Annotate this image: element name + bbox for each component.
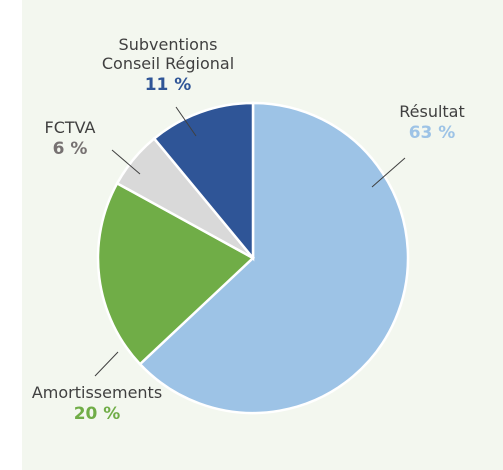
leader-line bbox=[371, 157, 406, 188]
leader-line bbox=[111, 149, 141, 175]
value-label: 63 % bbox=[408, 123, 456, 143]
slice-label: Subventions Conseil Régional 11 % bbox=[88, 35, 248, 95]
pie-slice bbox=[96, 181, 256, 366]
slice-label: Résultat 63 % bbox=[382, 102, 482, 143]
pie-slice bbox=[138, 101, 410, 415]
leader-line bbox=[94, 351, 119, 377]
value-label: 20 % bbox=[73, 404, 121, 424]
slice-label: Amortissements 20 % bbox=[17, 383, 177, 424]
value-label: 11 % bbox=[144, 75, 192, 95]
category-label: Résultat bbox=[399, 102, 465, 121]
value-label: 6 % bbox=[52, 139, 88, 159]
category-label: Subventions Conseil Régional bbox=[101, 35, 235, 73]
leader-line bbox=[175, 106, 197, 137]
slice-label: FCTVA 6 % bbox=[30, 118, 110, 159]
category-label: Amortissements bbox=[31, 383, 163, 402]
pie-slice bbox=[152, 101, 255, 262]
category-label: FCTVA bbox=[44, 118, 96, 137]
